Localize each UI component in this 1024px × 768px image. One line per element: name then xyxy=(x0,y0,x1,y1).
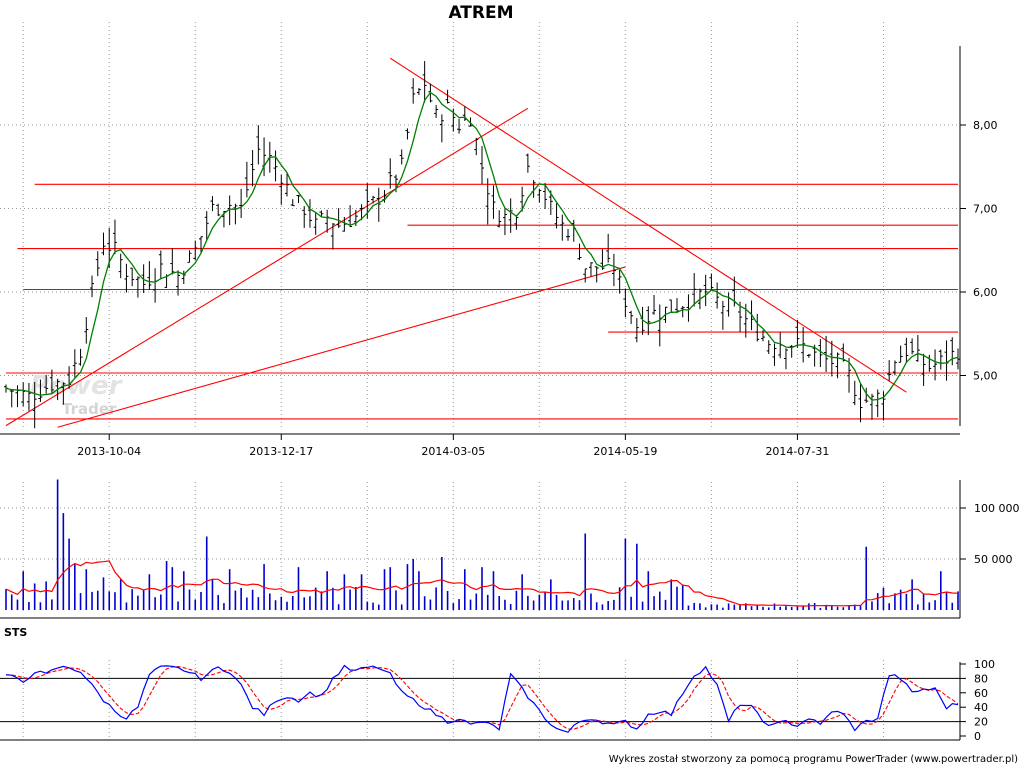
volume-bars xyxy=(5,479,959,610)
trendlines xyxy=(5,57,907,428)
x-tick-label-4: 2014-07-31 xyxy=(765,445,829,458)
volume-y-tick-label-0: 50 000 xyxy=(974,553,1013,566)
moving-average xyxy=(5,91,959,401)
grid-lines xyxy=(0,22,960,740)
x-tick-label-3: 2014-05-19 xyxy=(593,445,657,458)
price-bars xyxy=(4,61,960,429)
price-y-tick-label-3: 8,00 xyxy=(973,119,998,132)
trendline-0 xyxy=(5,107,529,427)
support-resistance-levels xyxy=(6,183,958,420)
trendline-2 xyxy=(389,57,907,393)
x-tick-label-1: 2013-12-17 xyxy=(249,445,313,458)
volume-moving-average xyxy=(5,560,959,607)
sts-oscillator xyxy=(0,664,960,733)
chart-title: ATREM xyxy=(448,3,513,23)
sts-y-tick-label-4: 80 xyxy=(974,672,988,685)
price-y-tick-label-0: 5,00 xyxy=(973,370,998,383)
x-tick-label-2: 2014-03-05 xyxy=(421,445,485,458)
price-y-tick-label-2: 7,00 xyxy=(973,203,998,216)
sts-y-tick-label-2: 40 xyxy=(974,701,988,714)
sts-panel-label: STS xyxy=(4,626,27,639)
volume-moving-average-line xyxy=(5,560,959,607)
sts-fast-line xyxy=(5,664,959,733)
price-y-tick-label-1: 6,00 xyxy=(973,286,998,299)
trendline-1 xyxy=(57,266,626,428)
price-moving-average-line xyxy=(5,91,959,401)
sts-y-tick-label-3: 60 xyxy=(974,687,988,700)
volume-y-tick-label-1: 100 000 xyxy=(974,502,1020,515)
watermark: Power Trader xyxy=(30,371,124,418)
tick-labels: 2013-10-04 2013-12-17 2014-03-05 2014-05-19… xyxy=(77,119,1019,743)
footer-credit: Wykres został stworzony za pomocą progra… xyxy=(609,754,1018,765)
x-tick-label-0: 2013-10-04 xyxy=(77,445,141,458)
axes xyxy=(0,46,961,741)
sts-y-tick-label-0: 0 xyxy=(974,730,981,743)
watermark-trader: Trader xyxy=(62,400,117,418)
sts-y-tick-label-5: 100 xyxy=(974,658,995,671)
sts-y-tick-label-1: 20 xyxy=(974,716,988,729)
